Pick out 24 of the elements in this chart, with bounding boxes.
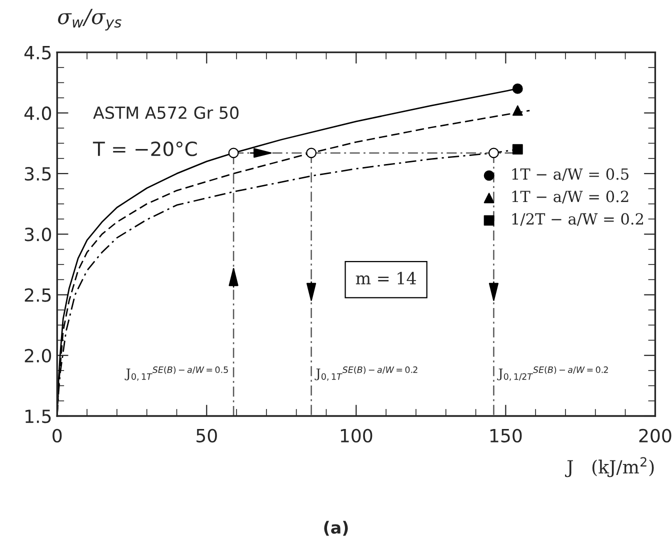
legend-label: 1/2T − a/W = 0.2: [512, 213, 644, 226]
annotation: m = 14: [356, 272, 416, 284]
x-tick-label: 200: [639, 428, 672, 442]
annotation: J$_{0,1/2T}$$^{SE(B)−a/W=0.2}$: [497, 366, 608, 381]
y-tick-label: 3.5: [24, 167, 51, 181]
x-tick-label: 100: [340, 428, 372, 442]
y-tick-label: 4.5: [24, 46, 51, 60]
x-tick-label: 50: [196, 428, 217, 442]
legend-label: 1T − a/W = 0.2: [512, 190, 628, 204]
text: (a): [324, 520, 348, 536]
x-axis-title: J (kJ/m$^{2}$): [565, 457, 654, 478]
x-tick-label: 150: [490, 428, 522, 442]
y-axis-title: σ$_{w}$/σ$_{ys}$: [58, 8, 122, 30]
x-tick-label: 0: [52, 428, 62, 442]
annotation: T = −20°C: [92, 141, 197, 156]
y-tick-label: 3.0: [24, 228, 52, 242]
legend-label: 1T − a/W = 0.5: [512, 168, 628, 182]
y-tick-label: 4.0: [24, 106, 52, 120]
annotation: J$_{0,1T}$$^{SE(B)−a/W=0.5}$: [124, 366, 228, 381]
y-tick-label: 2.0: [24, 348, 52, 363]
y-tick-label: 2.5: [24, 288, 51, 302]
annotation: J$_{0,1T}$$^{SE(B)−a/W=0.2}$: [314, 366, 418, 381]
annotation: ASTM A572 Gr 50: [93, 106, 239, 120]
y-tick-label: 1.5: [26, 410, 51, 424]
